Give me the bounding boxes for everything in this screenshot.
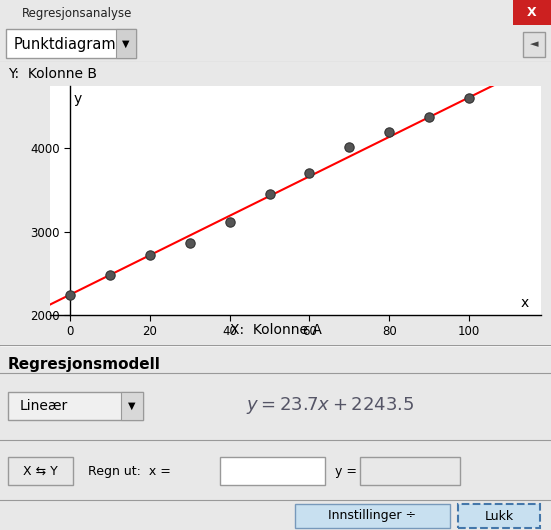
Text: Lukk: Lukk — [484, 509, 514, 523]
Text: Punktdiagram: Punktdiagram — [14, 37, 117, 51]
Text: X ⇆ Y: X ⇆ Y — [23, 464, 57, 478]
FancyBboxPatch shape — [360, 457, 460, 485]
FancyBboxPatch shape — [8, 457, 73, 485]
Text: ▼: ▼ — [122, 39, 129, 49]
Point — [225, 217, 234, 226]
Point — [385, 128, 394, 136]
Text: Regn ut:  x =: Regn ut: x = — [88, 464, 171, 478]
Text: y: y — [74, 92, 82, 106]
FancyBboxPatch shape — [6, 29, 136, 58]
FancyBboxPatch shape — [8, 392, 143, 420]
Point — [145, 251, 154, 259]
Text: Y:  Kolonne B: Y: Kolonne B — [8, 67, 97, 81]
Text: X: X — [527, 6, 537, 20]
Bar — [50, 86, 70, 315]
Point — [265, 190, 274, 199]
Bar — [513, 0, 551, 25]
Text: y =: y = — [335, 464, 357, 478]
Text: ◄: ◄ — [530, 39, 538, 49]
Text: Regresjonsmodell: Regresjonsmodell — [8, 357, 161, 372]
Point — [464, 94, 473, 103]
Text: $y = 23.7x + 2243.5$: $y = 23.7x + 2243.5$ — [246, 395, 414, 417]
FancyBboxPatch shape — [220, 457, 325, 485]
Bar — [116, 29, 136, 58]
FancyBboxPatch shape — [458, 504, 540, 528]
Point — [425, 112, 434, 121]
FancyBboxPatch shape — [523, 32, 545, 57]
Point — [345, 143, 354, 151]
Point — [185, 238, 194, 247]
Text: Lineær: Lineær — [20, 399, 68, 413]
Point — [105, 271, 114, 279]
Text: X:  Kolonne A: X: Kolonne A — [230, 323, 321, 337]
Bar — [121, 392, 143, 420]
Text: Regresjonsanalyse: Regresjonsanalyse — [22, 6, 132, 20]
Text: Innstillinger ÷: Innstillinger ÷ — [328, 509, 416, 523]
Text: x: x — [521, 296, 529, 310]
FancyBboxPatch shape — [295, 504, 450, 528]
Point — [66, 290, 74, 299]
Text: ▼: ▼ — [128, 401, 136, 411]
Point — [305, 169, 314, 178]
